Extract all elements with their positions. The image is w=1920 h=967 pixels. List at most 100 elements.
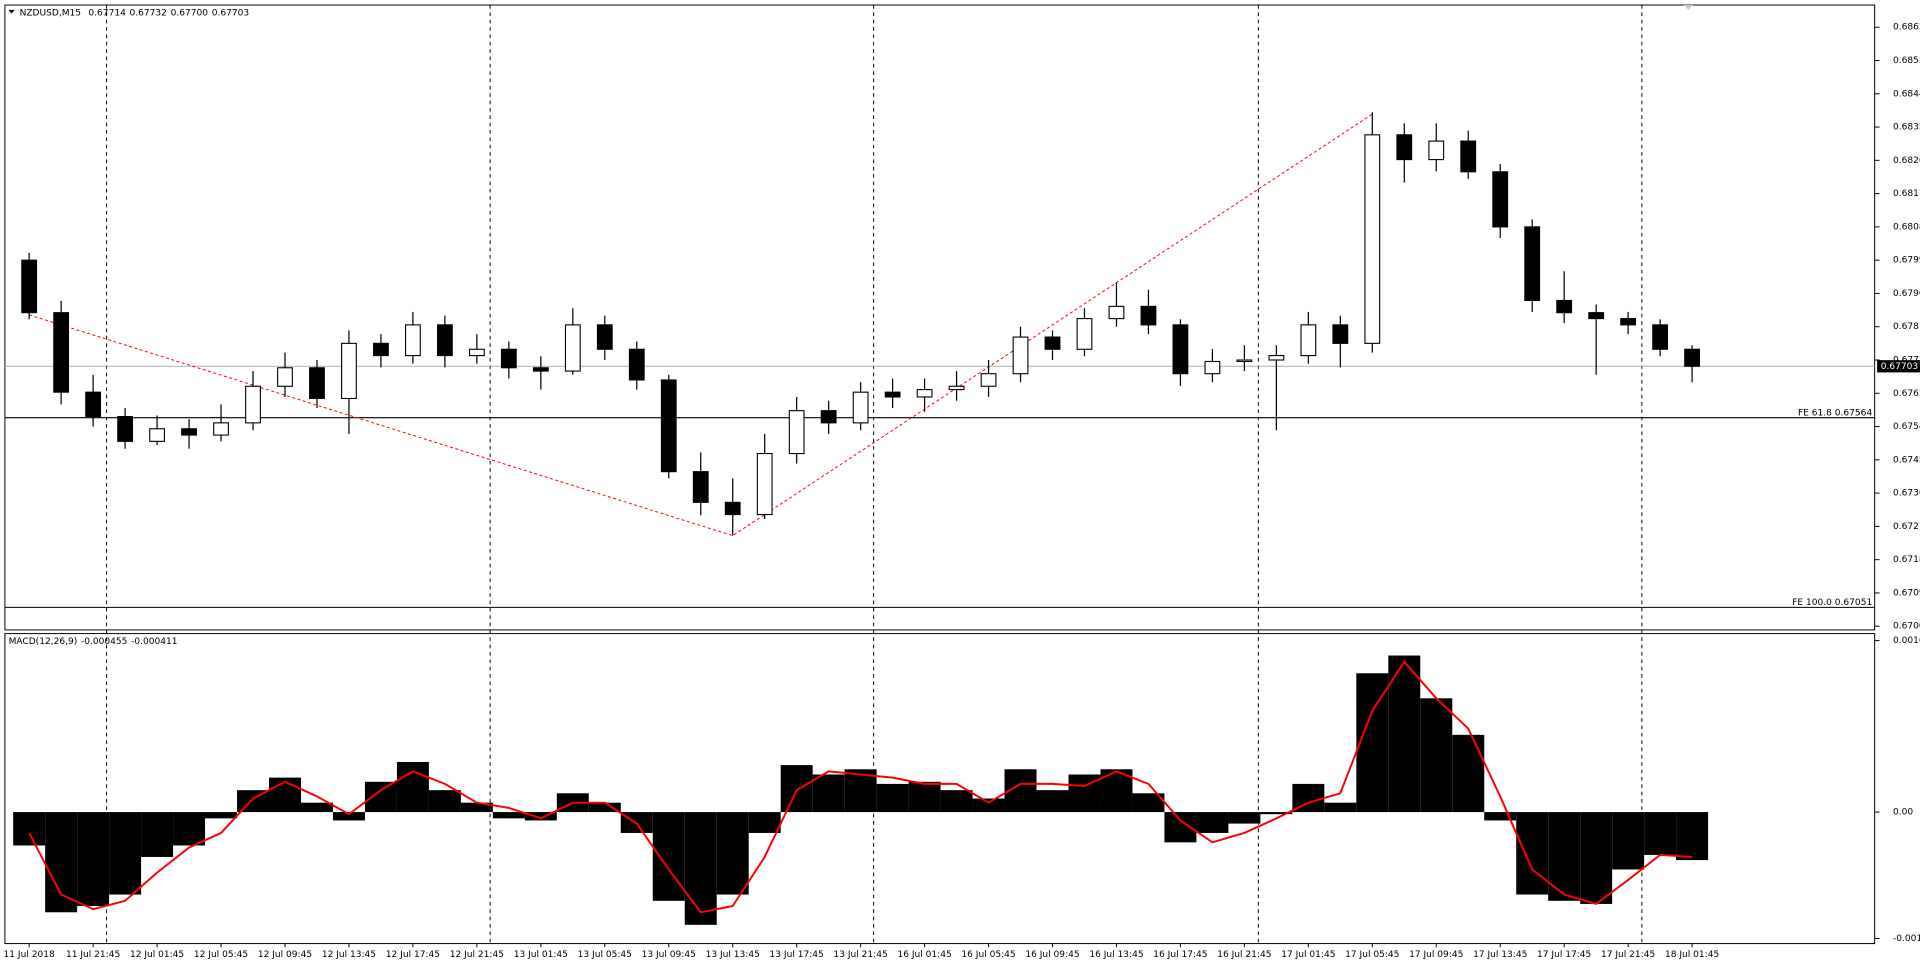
macd-histogram-bar — [1132, 793, 1165, 813]
x-tick-label: 16 Jul 05:45 — [961, 950, 1015, 960]
fibo-level-label: FE 61.8 0.67564 — [1798, 408, 1872, 418]
macd-panel-frame — [4, 633, 1876, 945]
macd-histogram-bar — [300, 802, 333, 813]
chart-header: NZDUSD,M15 0.67714 0.67732 0.67700 0.67703 — [20, 8, 250, 18]
candle-body-bull — [245, 385, 261, 424]
candle-body-bear — [1524, 226, 1541, 302]
macd-histogram-bar — [1196, 812, 1229, 833]
x-tick-label: 17 Jul 17:45 — [1537, 950, 1591, 960]
candle-body-bull — [980, 373, 997, 387]
x-tick-label: 17 Jul 01:45 — [1281, 950, 1335, 960]
candle-body-bear — [1588, 312, 1605, 320]
symbol-title: NZDUSD,M15 — [20, 8, 81, 18]
macd-histogram-bar — [45, 812, 78, 913]
candle-body-bull — [788, 410, 805, 455]
latest-ohlc-value: 0.67732 — [130, 8, 167, 18]
y-tick-label: 0.67270 — [1893, 522, 1920, 532]
x-tick-label: 12 Jul 01:45 — [130, 950, 184, 960]
macd-histogram-bar — [1644, 812, 1677, 855]
candle-body-bear — [820, 410, 837, 424]
macd-histogram-bar — [1228, 812, 1261, 824]
y-tick-label: 0.68260 — [1893, 156, 1920, 166]
macd-header: MACD(12,26,9) -0.000455 -0.000411 — [9, 636, 178, 646]
macd-histogram-bar — [1356, 673, 1389, 813]
candle-body-bull — [468, 348, 485, 357]
macd-histogram-bar — [1452, 734, 1485, 813]
x-tick-label: 12 Jul 13:45 — [322, 950, 376, 960]
x-tick-label: 12 Jul 17:45 — [386, 950, 440, 960]
candle-body-bull — [1300, 324, 1317, 357]
x-tick-label: 16 Jul 21:45 — [1217, 950, 1271, 960]
y-tick-label: -0.001211 — [1893, 934, 1920, 944]
candle-body-bear — [309, 367, 325, 400]
macd-histogram-bar — [1516, 812, 1549, 895]
candle-body-bull — [1204, 360, 1221, 375]
x-tick-label: 17 Jul 09:45 — [1409, 950, 1463, 960]
macd-histogram-bar — [716, 812, 749, 895]
symbol-menu-arrow[interactable] — [8, 9, 15, 14]
y-tick-label: 0.67360 — [1893, 489, 1920, 499]
candle-body-bear — [884, 391, 901, 398]
candle-body-bear — [1652, 324, 1669, 350]
x-tick-label: 11 Jul 2018 — [4, 950, 55, 960]
candle-body-bear — [85, 391, 102, 418]
macd-histogram-bar — [1548, 812, 1581, 901]
x-tick-label: 17 Jul 21:45 — [1601, 950, 1655, 960]
x-tick-label: 12 Jul 09:45 — [258, 950, 312, 960]
x-tick-label: 16 Jul 17:45 — [1153, 950, 1207, 960]
candle-body-bear — [181, 428, 197, 436]
x-tick-label: 13 Jul 21:45 — [833, 950, 887, 960]
candle-body-bear — [1172, 324, 1189, 375]
macd-histogram-bar — [173, 812, 206, 846]
y-tick-label: 0.67990 — [1893, 256, 1920, 266]
candle-body-bear — [1556, 299, 1573, 314]
macd-histogram-bar — [876, 783, 909, 813]
candle-body-bull — [1364, 134, 1381, 344]
x-tick-label: 13 Jul 13:45 — [706, 950, 760, 960]
latest-ohlc-value: 0.67714 — [88, 8, 126, 18]
candle-body-bull — [1236, 359, 1253, 363]
candle-body-bear — [1396, 134, 1413, 161]
macd-title: MACD(12,26,9) — [9, 636, 78, 646]
candle-body-bull — [948, 385, 965, 391]
candle-body-bear — [117, 416, 134, 442]
macd-histogram-bar — [428, 790, 461, 813]
candle-body-bear — [436, 324, 453, 357]
x-tick-label: 13 Jul 05:45 — [578, 950, 632, 960]
day-separators — [106, 5, 1643, 944]
y-tick-label: 0.67540 — [1893, 422, 1920, 432]
candle-body-bull — [1268, 355, 1285, 361]
latest-ohlc-value: 0.67703 — [212, 8, 250, 18]
macd-histogram-bar — [269, 777, 301, 813]
y-tick-label: 0.00 — [1893, 808, 1913, 818]
macd-histogram-bar — [972, 798, 1005, 813]
chart-shift-marker — [1683, 5, 1694, 10]
macd-histogram-bar — [460, 802, 493, 813]
candle-body-bull — [564, 324, 581, 372]
candle-body-bull — [341, 342, 357, 400]
y-tick-label: 0.67900 — [1893, 289, 1920, 299]
candle-body-bull — [916, 389, 933, 398]
macd-histogram-bar — [812, 774, 845, 813]
candle-body-bull — [213, 422, 229, 436]
fibo-level-label: FE 100.0 0.67051 — [1792, 598, 1872, 608]
macd-histogram-bar — [332, 812, 365, 821]
macd-histogram-bar — [1676, 812, 1709, 861]
macd-histogram-bar — [364, 781, 397, 813]
macd-histogram-bar — [1484, 812, 1517, 821]
candle-body-bear — [1044, 336, 1061, 350]
candle-body-bear — [1460, 140, 1477, 173]
candle-body-bear — [628, 348, 645, 381]
macd-latest-value: -0.000455 — [81, 636, 127, 646]
macd-histogram-bar — [1580, 812, 1613, 904]
macd-histogram-bar — [205, 812, 238, 819]
macd-histogram-bar — [1260, 812, 1293, 815]
fibo-expansion-line — [29, 113, 1373, 537]
macd-histogram-bar — [109, 812, 142, 895]
macd-histogram-bar — [940, 790, 973, 813]
x-tick-label: 17 Jul 05:45 — [1345, 950, 1399, 960]
candle-body-bear — [1332, 324, 1349, 344]
candle-body-bear — [596, 324, 613, 350]
macd-histogram-bar — [141, 812, 174, 857]
